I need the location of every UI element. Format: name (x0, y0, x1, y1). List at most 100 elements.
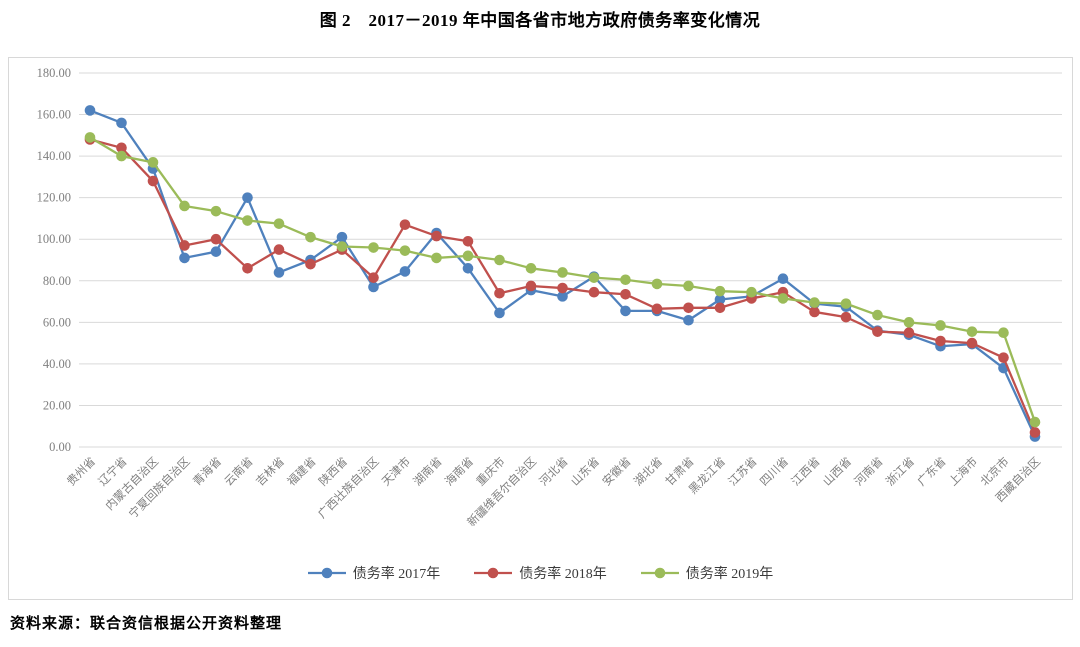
data-point-2019 (872, 309, 883, 321)
y-axis-label: 80.00 (43, 274, 71, 288)
x-axis-label: 四川省 (758, 455, 792, 489)
data-point-2018 (872, 326, 883, 337)
x-axis-label: 浙江省 (884, 455, 918, 489)
y-axis-label: 40.00 (43, 357, 71, 371)
y-axis-label: 0.00 (49, 440, 71, 454)
data-point-2018 (147, 175, 159, 187)
data-point-2019 (998, 327, 1009, 339)
data-point-2019 (557, 267, 568, 278)
data-point-2017 (557, 291, 568, 302)
y-axis-label: 160.00 (37, 108, 71, 122)
x-axis-label: 河北省 (537, 455, 571, 489)
data-point-2019 (273, 218, 285, 229)
y-axis-label: 100.00 (37, 232, 71, 246)
legend-label: 债务率 2019年 (685, 567, 774, 582)
legend-item: 债务率 2019年 (640, 563, 774, 583)
data-point-2019 (714, 285, 726, 297)
x-axis-label: 吉林省 (253, 454, 287, 488)
data-point-2017 (242, 192, 253, 203)
data-point-2018 (998, 352, 1009, 363)
data-point-2017 (368, 281, 379, 293)
x-axis-label: 山西省 (821, 455, 855, 489)
legend-marker-icon (474, 567, 513, 579)
data-point-2018 (557, 282, 568, 294)
data-point-2019 (431, 252, 442, 264)
data-point-2018 (651, 303, 663, 315)
x-axis-label: 安徽省 (599, 454, 633, 488)
data-point-2019 (809, 297, 820, 308)
data-point-2019 (179, 200, 190, 212)
chart-box: 0.00 20.00 40.00 60.00 80.00 100.00 120.00 140.… (8, 57, 1073, 600)
source-note: 资料来源：联合资信根据公开资料整理 (10, 616, 283, 632)
y-axis-label: 180.00 (37, 66, 71, 80)
data-point-2018 (431, 230, 442, 242)
data-point-2019 (399, 245, 411, 256)
x-axis-label: 福建省 (284, 454, 318, 488)
x-axis-label: 广东省 (915, 455, 949, 489)
x-axis-label: 江苏省 (726, 455, 760, 489)
x-axis-label: 江西省 (789, 455, 823, 489)
x-axis-label: 河南省 (851, 454, 885, 488)
x-axis-label: 海南省 (442, 454, 476, 488)
data-point-2017 (399, 266, 411, 277)
data-point-2018 (683, 302, 694, 314)
data-point-2017 (210, 246, 222, 257)
data-point-2019 (116, 150, 127, 162)
x-axis-label: 云南省 (221, 454, 255, 488)
data-point-2019 (746, 286, 757, 298)
legend-marker-icon (640, 567, 679, 579)
x-axis-label: 湖南省 (410, 454, 444, 488)
data-point-2017 (777, 273, 789, 284)
data-point-2019 (777, 293, 789, 304)
legend-label: 债务率 2017年 (352, 567, 441, 582)
data-point-2017 (116, 117, 127, 129)
data-point-2019 (903, 317, 915, 328)
chart-legend: 债务率 2017年 债务率 2018年 债务率 2019年 (9, 563, 1072, 583)
data-point-2019 (462, 250, 474, 262)
x-axis-label: 贵州省 (65, 455, 99, 489)
data-point-2018 (525, 280, 537, 292)
series-line-2019 (89, 136, 1037, 423)
data-point-2018 (399, 219, 411, 230)
y-axis-label: 60.00 (43, 315, 71, 329)
x-axis-label: 青海省 (190, 454, 224, 488)
data-point-2019 (84, 132, 96, 143)
data-point-2017 (336, 231, 348, 243)
data-point-2017 (84, 105, 96, 116)
y-axis-label: 140.00 (37, 149, 71, 163)
data-point-2017 (714, 294, 726, 305)
data-point-2018 (903, 327, 915, 339)
data-point-2018 (840, 311, 852, 323)
data-point-2018 (210, 233, 222, 245)
data-point-2017 (179, 252, 190, 264)
data-point-2019 (620, 274, 631, 286)
legend-marker-icon (307, 567, 346, 579)
data-point-2018 (620, 288, 631, 300)
legend-label: 债务率 2018年 (519, 567, 607, 582)
data-point-2018 (1029, 427, 1041, 438)
data-point-2019 (840, 298, 852, 309)
data-point-2018 (809, 306, 820, 318)
data-point-2018 (714, 302, 726, 314)
data-point-2017 (273, 267, 285, 278)
data-point-2018 (305, 258, 316, 270)
data-point-2019 (305, 231, 316, 243)
data-point-2019 (368, 242, 379, 253)
data-point-2018 (179, 240, 190, 251)
data-point-2019 (683, 280, 694, 292)
data-point-2018 (242, 263, 253, 274)
data-point-2017 (462, 263, 474, 274)
data-point-2019 (525, 263, 537, 274)
x-axis-label: 上海市 (946, 454, 980, 488)
data-point-2019 (966, 326, 978, 337)
y-axis-label: 120.00 (37, 191, 71, 205)
x-axis-label: 湖北省 (631, 454, 665, 488)
data-point-2018 (966, 337, 978, 349)
data-point-2019 (935, 320, 946, 331)
data-point-2019 (651, 278, 663, 290)
data-point-2019 (242, 215, 253, 226)
data-point-2018 (494, 287, 505, 299)
data-point-2019 (494, 254, 505, 266)
data-point-2018 (273, 244, 285, 255)
